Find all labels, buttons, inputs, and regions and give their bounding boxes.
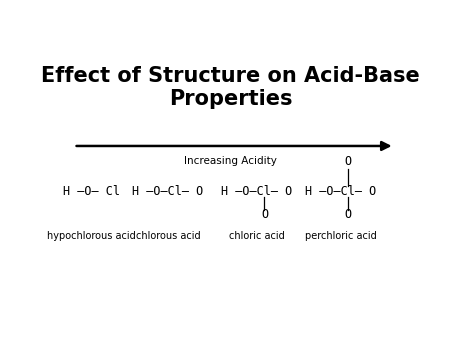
- Text: Increasing Acidity: Increasing Acidity: [184, 156, 277, 166]
- Text: hypochlorous acid: hypochlorous acid: [47, 231, 135, 241]
- Text: Effect of Structure on Acid-Base: Effect of Structure on Acid-Base: [41, 66, 420, 86]
- Text: chlorous acid: chlorous acid: [135, 231, 200, 241]
- Text: O: O: [261, 209, 268, 221]
- Text: H —O—Cl— O: H —O—Cl— O: [132, 185, 203, 198]
- Text: H —O— Cl: H —O— Cl: [63, 185, 120, 198]
- Text: perchloric acid: perchloric acid: [305, 231, 376, 241]
- Text: H —O—Cl— O: H —O—Cl— O: [221, 185, 292, 198]
- Text: Properties: Properties: [169, 89, 292, 109]
- Text: O: O: [345, 209, 352, 221]
- Text: chloric acid: chloric acid: [229, 231, 285, 241]
- Text: H —O—Cl— O: H —O—Cl— O: [305, 185, 376, 198]
- Text: O: O: [345, 155, 352, 168]
